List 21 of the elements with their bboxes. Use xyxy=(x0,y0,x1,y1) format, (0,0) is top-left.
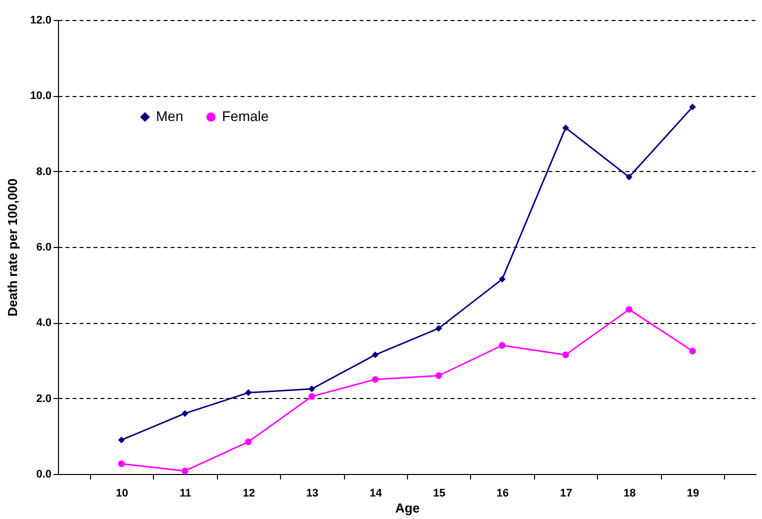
y-tick-label: 8.0 xyxy=(36,166,52,178)
y-tick-label: 0.0 xyxy=(36,468,52,480)
y-tick-label: 12.0 xyxy=(30,14,52,26)
y-tick-label: 10.0 xyxy=(30,90,52,102)
y-tick-label: 6.0 xyxy=(36,242,52,254)
x-tick-label: 13 xyxy=(306,488,318,500)
legend-label: Men xyxy=(156,108,184,124)
x-tick-label: 14 xyxy=(370,488,383,500)
x-tick-label: 12 xyxy=(242,488,255,500)
x-tick-label: 19 xyxy=(686,488,700,500)
y-axis-title: Death rate per 100,000 xyxy=(5,178,20,317)
x-tick-label: 18 xyxy=(623,488,636,500)
x-tick-label: 15 xyxy=(433,488,446,500)
y-tick-label: 4.0 xyxy=(36,317,52,330)
x-tick-label: 11 xyxy=(180,488,192,500)
x-axis-title: Age xyxy=(395,500,420,516)
x-tick-label: 17 xyxy=(560,488,572,500)
legend-label: Female xyxy=(222,108,269,124)
x-tick-label: 16 xyxy=(496,488,509,500)
x-tick-label: 10 xyxy=(116,488,128,500)
y-tick-label: 2.0 xyxy=(36,392,52,405)
